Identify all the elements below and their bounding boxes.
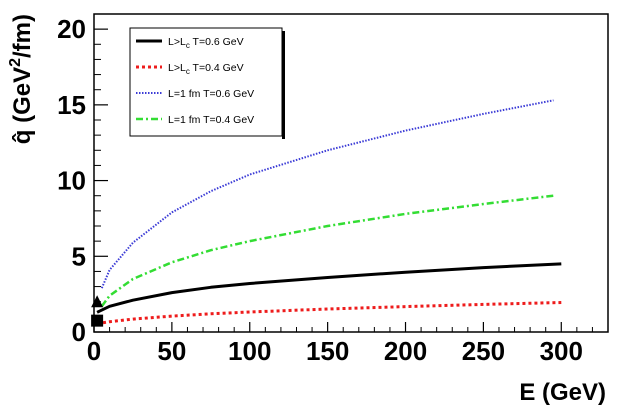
legend-shadow [282,31,285,139]
series-line-3 [100,99,554,289]
y-axis-label: q̂ (GeV2/fm) [7,14,36,144]
legend-label-4: L=1 fm T=0.4 GeV [168,114,254,126]
legend-label-3: L=1 fm T=0.6 GeV [168,88,254,100]
x-tick-label: 150 [306,336,349,366]
x-tick-label: 300 [540,336,583,366]
triangle-marker [91,295,104,308]
series-group [96,99,562,326]
x-tick-label: 50 [157,336,186,366]
y-axis-label-symbol: q̂ [9,130,36,145]
x-axis-label: E (GeV) [519,379,606,406]
y-axis-label-unit-a: (GeV [9,67,36,130]
y-tick-label: 20 [57,14,86,44]
y-tick-label: 15 [57,90,86,120]
markers-group [91,295,104,327]
tick-labels: 0 50 100 150 200 250 300 0 5 10 15 20 [57,14,583,366]
series-line-1 [96,262,562,314]
y-tick-label: 5 [72,241,86,271]
axis-ticks [93,28,593,333]
legend-label-2: L>Lc T=0.4 GeV [168,62,244,76]
legend-label-1: L>Lc T=0.6 GeV [168,36,244,50]
square-marker [91,314,104,327]
y-tick-label: 10 [57,166,86,196]
series-line-4 [100,194,554,308]
x-tick-label: 250 [462,336,505,366]
x-tick-label: 100 [228,336,271,366]
x-tick-label: 0 [87,336,101,366]
x-tick-label: 200 [384,336,427,366]
y-axis-label-exponent: 2 [7,58,24,67]
legend: L>Lc T=0.6 GeV L>Lc T=0.4 GeV L=1 fm T=0.6… [129,27,285,139]
y-tick-label: 0 [72,317,86,347]
plot-frame [93,13,609,333]
series-line-2 [96,301,562,326]
y-axis-label-unit-b: /fm) [9,14,36,58]
